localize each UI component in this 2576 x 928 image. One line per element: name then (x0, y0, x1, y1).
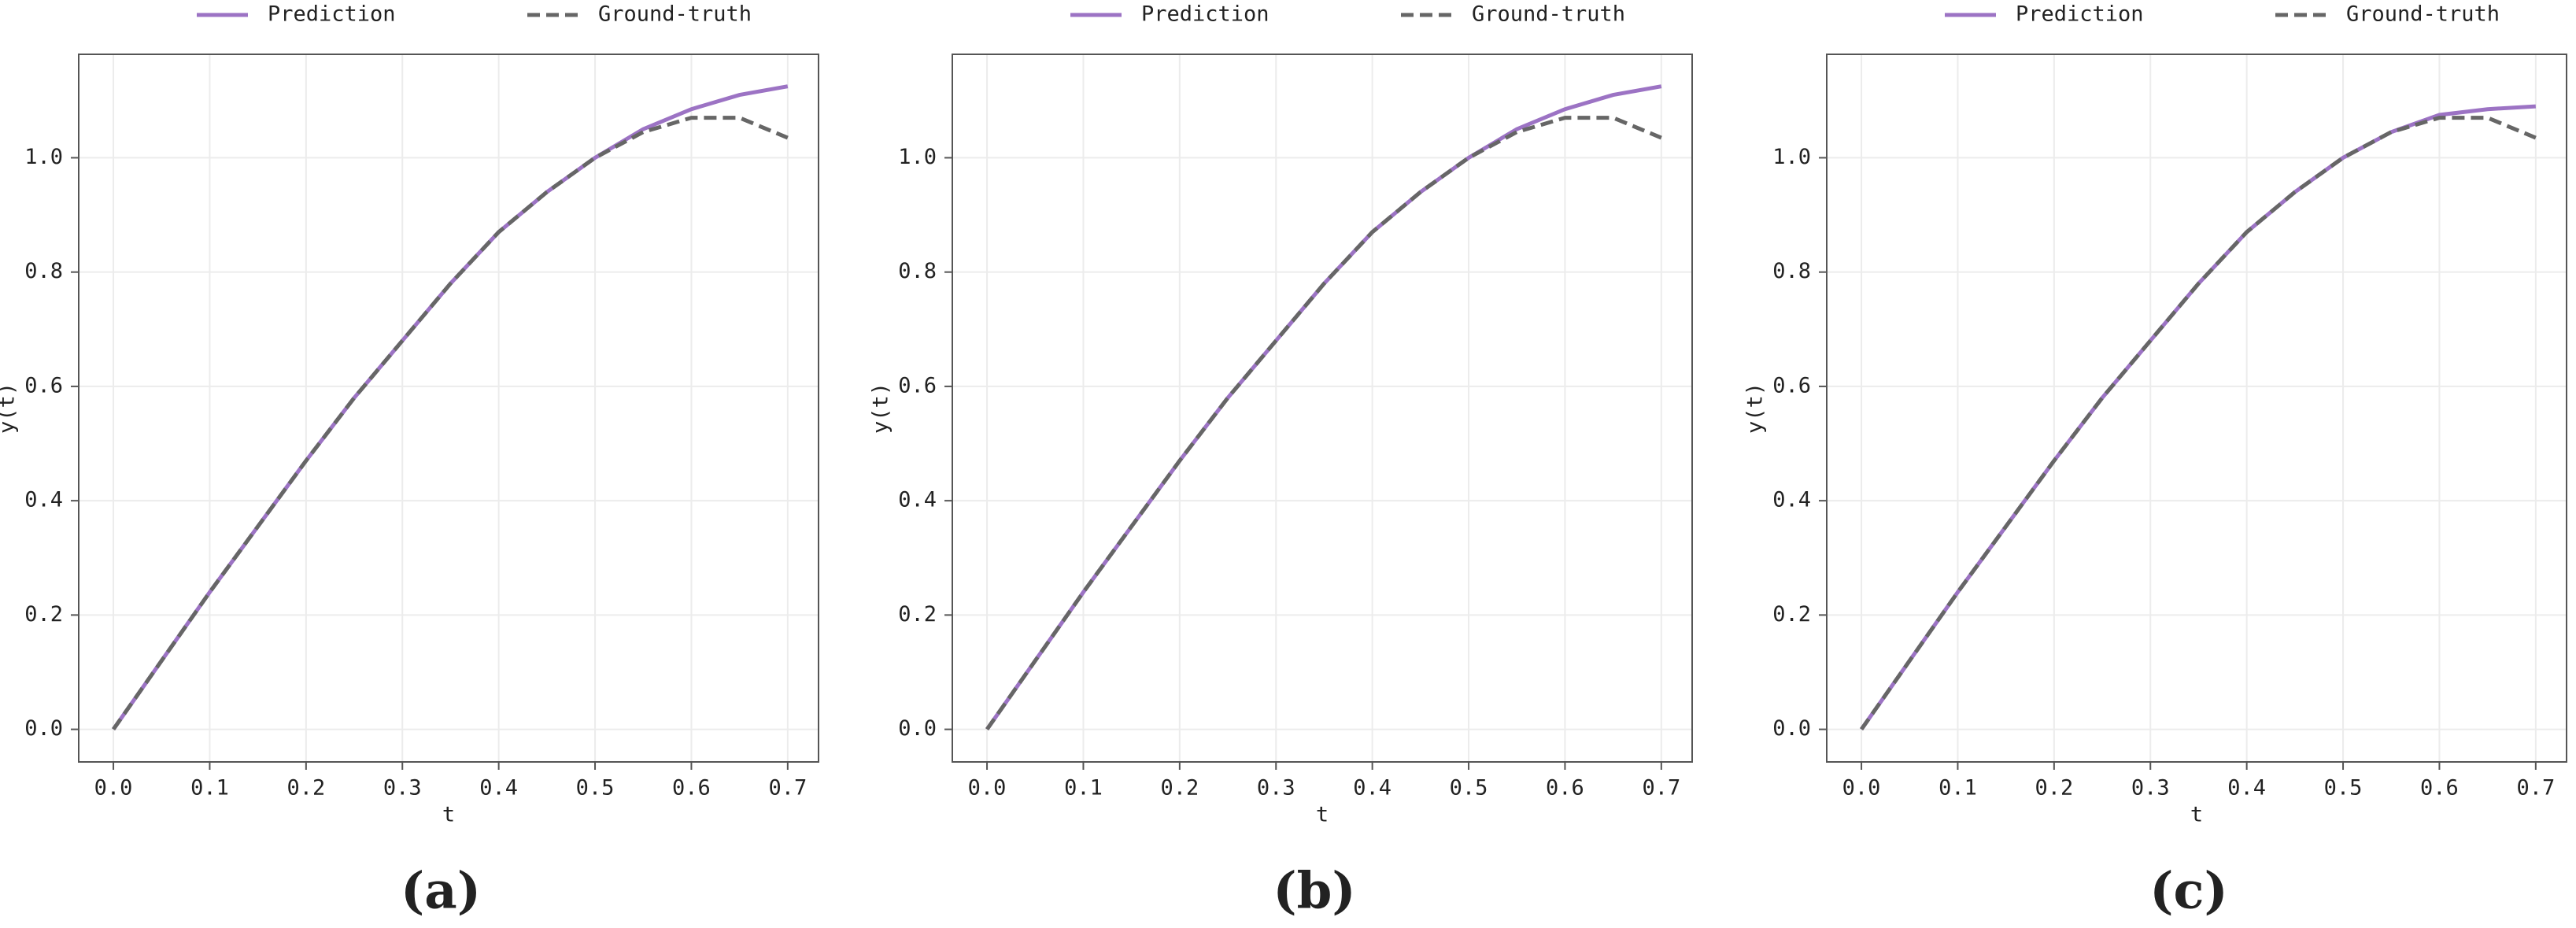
x-tick-label: 0.7 (2516, 776, 2555, 800)
x-tick-label: 0.4 (479, 776, 518, 800)
y-tick-label: 0.2 (1772, 602, 1811, 627)
y-tick-label: 0.4 (898, 488, 937, 512)
x-tick-label: 0.4 (1353, 776, 1391, 800)
y-tick-label: 1.0 (24, 145, 63, 169)
series-line (112, 84, 789, 731)
legend-label: Ground-truth (1472, 2, 1625, 27)
x-tick-label: 0.2 (286, 776, 325, 800)
legend-label: Prediction (268, 2, 396, 27)
x-tick-label: 0.2 (2035, 776, 2073, 800)
plot-frame (78, 54, 819, 763)
x-tick-label: 0.0 (968, 776, 1007, 800)
x-tick-label: 0.4 (2227, 776, 2266, 800)
caption: (c) (2149, 862, 2228, 921)
y-tick-label: 1.0 (1772, 145, 1811, 169)
x-tick-label: 0.6 (1546, 776, 1584, 800)
series-line (1860, 104, 2536, 731)
plot-frame (952, 54, 1693, 763)
y-tick-label: 0.8 (1772, 259, 1811, 283)
y-tick-label: 0.6 (24, 373, 63, 397)
x-tick-label: 0.5 (576, 776, 615, 800)
x-tick-label: 0.1 (1064, 776, 1103, 800)
x-tick-label: 0.1 (190, 776, 229, 800)
x-tick-label: 0.3 (383, 776, 422, 800)
legend-label: Prediction (2016, 2, 2144, 27)
x-axis-label: t (2190, 803, 2203, 827)
x-tick-label: 0.3 (2131, 776, 2170, 800)
x-tick-label: 0.2 (1160, 776, 1199, 800)
x-axis-label: t (1316, 803, 1329, 827)
y-tick-label: 1.0 (898, 145, 937, 169)
series-line (985, 84, 1662, 731)
x-tick-label: 0.0 (94, 776, 133, 800)
series-line (985, 116, 1662, 731)
x-axis-label: t (442, 803, 455, 827)
y-axis-label: y(t) (1743, 383, 1768, 434)
x-tick-label: 0.7 (768, 776, 807, 800)
x-tick-label: 0.0 (1842, 776, 1881, 800)
y-tick-label: 0.4 (1772, 488, 1811, 512)
y-axis-label: y(t) (869, 383, 893, 434)
y-tick-label: 0.6 (898, 373, 937, 397)
legend-label: Prediction (1141, 2, 1270, 27)
x-tick-label: 0.5 (1450, 776, 1488, 800)
legend-label: Ground-truth (598, 2, 752, 27)
series-line (1860, 116, 2537, 731)
y-axis-label: y(t) (0, 383, 20, 434)
x-tick-label: 0.3 (1257, 776, 1295, 800)
y-tick-label: 0.0 (1772, 716, 1811, 741)
y-tick-label: 0.2 (24, 602, 63, 627)
y-tick-label: 0.8 (24, 259, 63, 283)
legend-label: Ground-truth (2346, 2, 2500, 27)
x-tick-label: 0.6 (2420, 776, 2459, 800)
y-tick-label: 0.0 (898, 716, 937, 741)
x-tick-label: 0.7 (1642, 776, 1680, 800)
y-tick-label: 0.6 (1772, 373, 1811, 397)
y-tick-label: 0.0 (24, 716, 63, 741)
x-tick-label: 0.6 (672, 776, 711, 800)
x-tick-label: 0.5 (2324, 776, 2363, 800)
plot-frame (1826, 54, 2567, 763)
y-tick-label: 0.4 (24, 488, 63, 512)
y-tick-label: 0.8 (898, 259, 937, 283)
caption: (a) (401, 862, 481, 921)
x-tick-label: 0.1 (1938, 776, 1977, 800)
y-tick-label: 0.2 (898, 602, 937, 627)
caption: (b) (1273, 862, 1355, 921)
series-line (112, 116, 789, 731)
